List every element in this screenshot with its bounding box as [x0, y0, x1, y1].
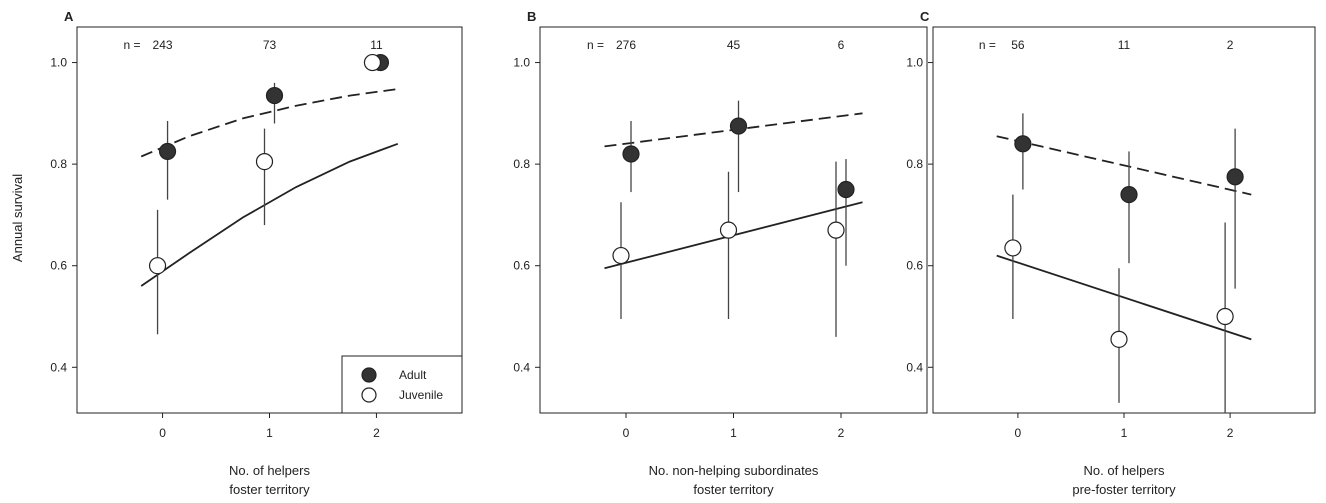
n-prefix: n =: [124, 38, 141, 52]
data-point-adult: [1120, 186, 1138, 204]
data-point-adult: [265, 86, 284, 105]
x-tick-label: 0: [159, 426, 166, 440]
n-prefix: n =: [979, 38, 996, 52]
y-tick-label: 0.4: [906, 360, 923, 374]
legend-marker-juvenile: [361, 387, 377, 403]
n-value: 11: [370, 38, 383, 52]
n-value: 45: [727, 38, 741, 52]
legend: Adult Juvenile: [341, 355, 463, 414]
fit-line-juvenile: [140, 142, 399, 287]
y-tick-label: 1.0: [906, 56, 923, 70]
x-axis-title-line: foster territory: [229, 482, 310, 497]
data-point-juvenile: [1216, 307, 1234, 326]
legend-marker-adult: [361, 367, 377, 383]
x-tick-label: 1: [730, 426, 737, 440]
y-tick-label: 0.6: [50, 259, 67, 273]
x-axis-title-line: No. of helpers: [229, 463, 310, 478]
x-tick-label: 2: [838, 426, 845, 440]
x-axis-title-line: No. of helpers: [1084, 463, 1165, 478]
y-tick-label: 1.0: [50, 56, 67, 70]
y-tick-label: 1.0: [513, 56, 530, 70]
y-tick-label: 0.4: [513, 360, 530, 374]
fit-line-juvenile: [996, 254, 1252, 341]
y-tick-label: 0.6: [513, 259, 530, 273]
data-point-juvenile: [612, 246, 630, 265]
data-point-juvenile: [827, 221, 845, 239]
n-value: 73: [263, 38, 277, 52]
x-tick-label: 0: [1015, 426, 1022, 440]
x-tick-label: 1: [266, 426, 273, 440]
data-point-adult: [622, 145, 640, 163]
plot-frame: [932, 26, 1316, 414]
data-point-juvenile: [1004, 239, 1022, 257]
legend-box: [341, 355, 463, 414]
panel-a: A 0.4 0.6 0.8 1.0 0 1 2 No. of helpers foster ter…: [50, 9, 463, 497]
data-point-adult: [1014, 135, 1032, 153]
data-point-adult: [158, 142, 177, 161]
data-point-adult: [1226, 168, 1244, 186]
data-point-juvenile: [148, 257, 167, 275]
panel-c: C 0.4 0.6 0.8 1.0 0 1 2 No. of helpers pre-foster…: [906, 9, 1316, 497]
data-point-juvenile: [363, 53, 382, 72]
fit-line-adult: [140, 88, 398, 158]
data-point-juvenile: [1110, 330, 1128, 348]
x-axis-title-line: pre-foster territory: [1072, 482, 1176, 497]
panel-b: B 0.4 0.6 0.8 1.0 0 1 2 No. non-helping subordin…: [513, 9, 928, 497]
data-point-adult: [729, 117, 748, 135]
y-tick-label: 0.4: [50, 360, 67, 374]
panel-letter: B: [527, 9, 536, 24]
n-value: 276: [616, 38, 636, 52]
n-value: 11: [1118, 38, 1131, 52]
y-tick-label: 0.6: [906, 259, 923, 273]
x-axis-title-line: No. non-helping subordinates: [649, 463, 819, 478]
x-axis-title-line: foster territory: [693, 482, 774, 497]
legend-label: Adult: [399, 368, 427, 382]
n-prefix: n =: [587, 38, 604, 52]
n-value: 243: [153, 38, 173, 52]
n-value: 56: [1011, 38, 1025, 52]
y-tick-label: 0.8: [906, 157, 923, 171]
panel-letter: A: [64, 9, 74, 24]
y-tick-label: 0.8: [50, 157, 67, 171]
plot-frame: [539, 26, 928, 414]
n-value: 2: [1227, 38, 1234, 52]
n-value: 6: [838, 38, 845, 52]
data-point-adult: [837, 180, 855, 199]
fit-line-adult: [996, 135, 1252, 196]
y-axis-title: Annual survival: [10, 174, 25, 262]
x-tick-label: 0: [623, 426, 630, 440]
x-tick-label: 2: [373, 426, 380, 440]
data-point-juvenile: [719, 221, 738, 239]
panel-letter: C: [920, 9, 930, 24]
y-tick-label: 0.8: [513, 157, 530, 171]
data-point-juvenile: [255, 152, 274, 171]
x-tick-label: 2: [1227, 426, 1234, 440]
x-tick-label: 1: [1121, 426, 1128, 440]
legend-label: Juvenile: [399, 388, 443, 402]
plot-frame: [76, 26, 463, 414]
